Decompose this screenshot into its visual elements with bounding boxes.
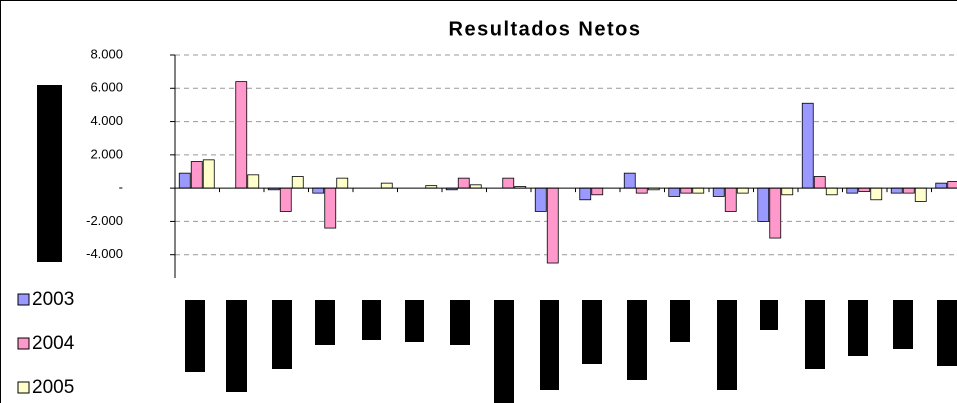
bar: [235, 81, 248, 189]
legend-swatch: [17, 337, 30, 350]
bar: [291, 176, 304, 189]
y-tick-label: -4.000: [86, 246, 123, 261]
bar: [935, 182, 948, 189]
redacted-label: [494, 300, 514, 403]
bar: [178, 172, 191, 189]
bar: [781, 187, 794, 196]
legend-text: 2005: [32, 377, 74, 398]
legend-text: 2004: [32, 333, 75, 354]
redacted-label: [760, 300, 778, 330]
redacted-label: [450, 300, 470, 345]
bar: [692, 187, 705, 194]
redacted-label: [893, 300, 913, 349]
bar: [247, 174, 260, 189]
chart-title: Resultados Netos: [449, 18, 642, 40]
bar: [801, 102, 814, 189]
bar: [591, 187, 604, 196]
redacted-label: [582, 300, 602, 364]
bar: [712, 187, 725, 197]
redacted-category-labels: [185, 300, 957, 403]
bar: [668, 187, 681, 197]
bar: [546, 187, 559, 264]
redacted-label: [315, 300, 335, 345]
y-tick-label: 2.000: [90, 146, 123, 161]
bar: [757, 187, 770, 222]
redacted-label: [627, 300, 647, 380]
bar: [813, 176, 826, 189]
bar: [680, 187, 693, 194]
bar: [336, 177, 349, 189]
bar: [914, 187, 927, 202]
legend-text: 2003: [32, 289, 74, 310]
y-tick-label: 8.000: [90, 46, 123, 61]
bar: [502, 177, 515, 189]
redacted-label: [805, 300, 825, 369]
redacted-label: [670, 300, 690, 342]
bar: [380, 182, 393, 189]
redacted-label: [362, 300, 381, 340]
bar: [279, 187, 292, 212]
bar: [312, 187, 325, 194]
bar: [635, 187, 648, 194]
bar: [724, 187, 737, 212]
bar: [825, 187, 838, 196]
redacted-label: [272, 300, 292, 369]
redacted-label: [848, 300, 868, 356]
redacted-label: [540, 300, 559, 390]
bar: [324, 187, 337, 229]
redacted-label: [226, 300, 247, 392]
y-tick-label: -2.000: [86, 213, 123, 228]
y-tick-label: 6.000: [90, 80, 123, 95]
redacted-label: [185, 300, 205, 372]
bar: [947, 181, 957, 189]
redacted-axis-title: [37, 85, 62, 262]
redacted-label: [717, 300, 737, 390]
bar: [457, 177, 470, 189]
legend-swatch: [17, 381, 30, 394]
bar: [202, 159, 215, 189]
bar: [190, 161, 203, 189]
bar: [769, 187, 782, 239]
bar: [579, 187, 592, 201]
bar: [736, 187, 749, 194]
y-tick-label: -: [119, 180, 123, 195]
redacted-label: [405, 300, 424, 342]
bar: [534, 187, 547, 212]
bar: [890, 187, 903, 194]
redacted-label: [937, 300, 957, 366]
bar: [902, 187, 915, 194]
bar: [846, 187, 859, 194]
bar: [623, 172, 636, 189]
bar: [870, 187, 883, 201]
y-tick-label: 4.000: [90, 113, 123, 128]
legend-swatch: [17, 293, 30, 306]
